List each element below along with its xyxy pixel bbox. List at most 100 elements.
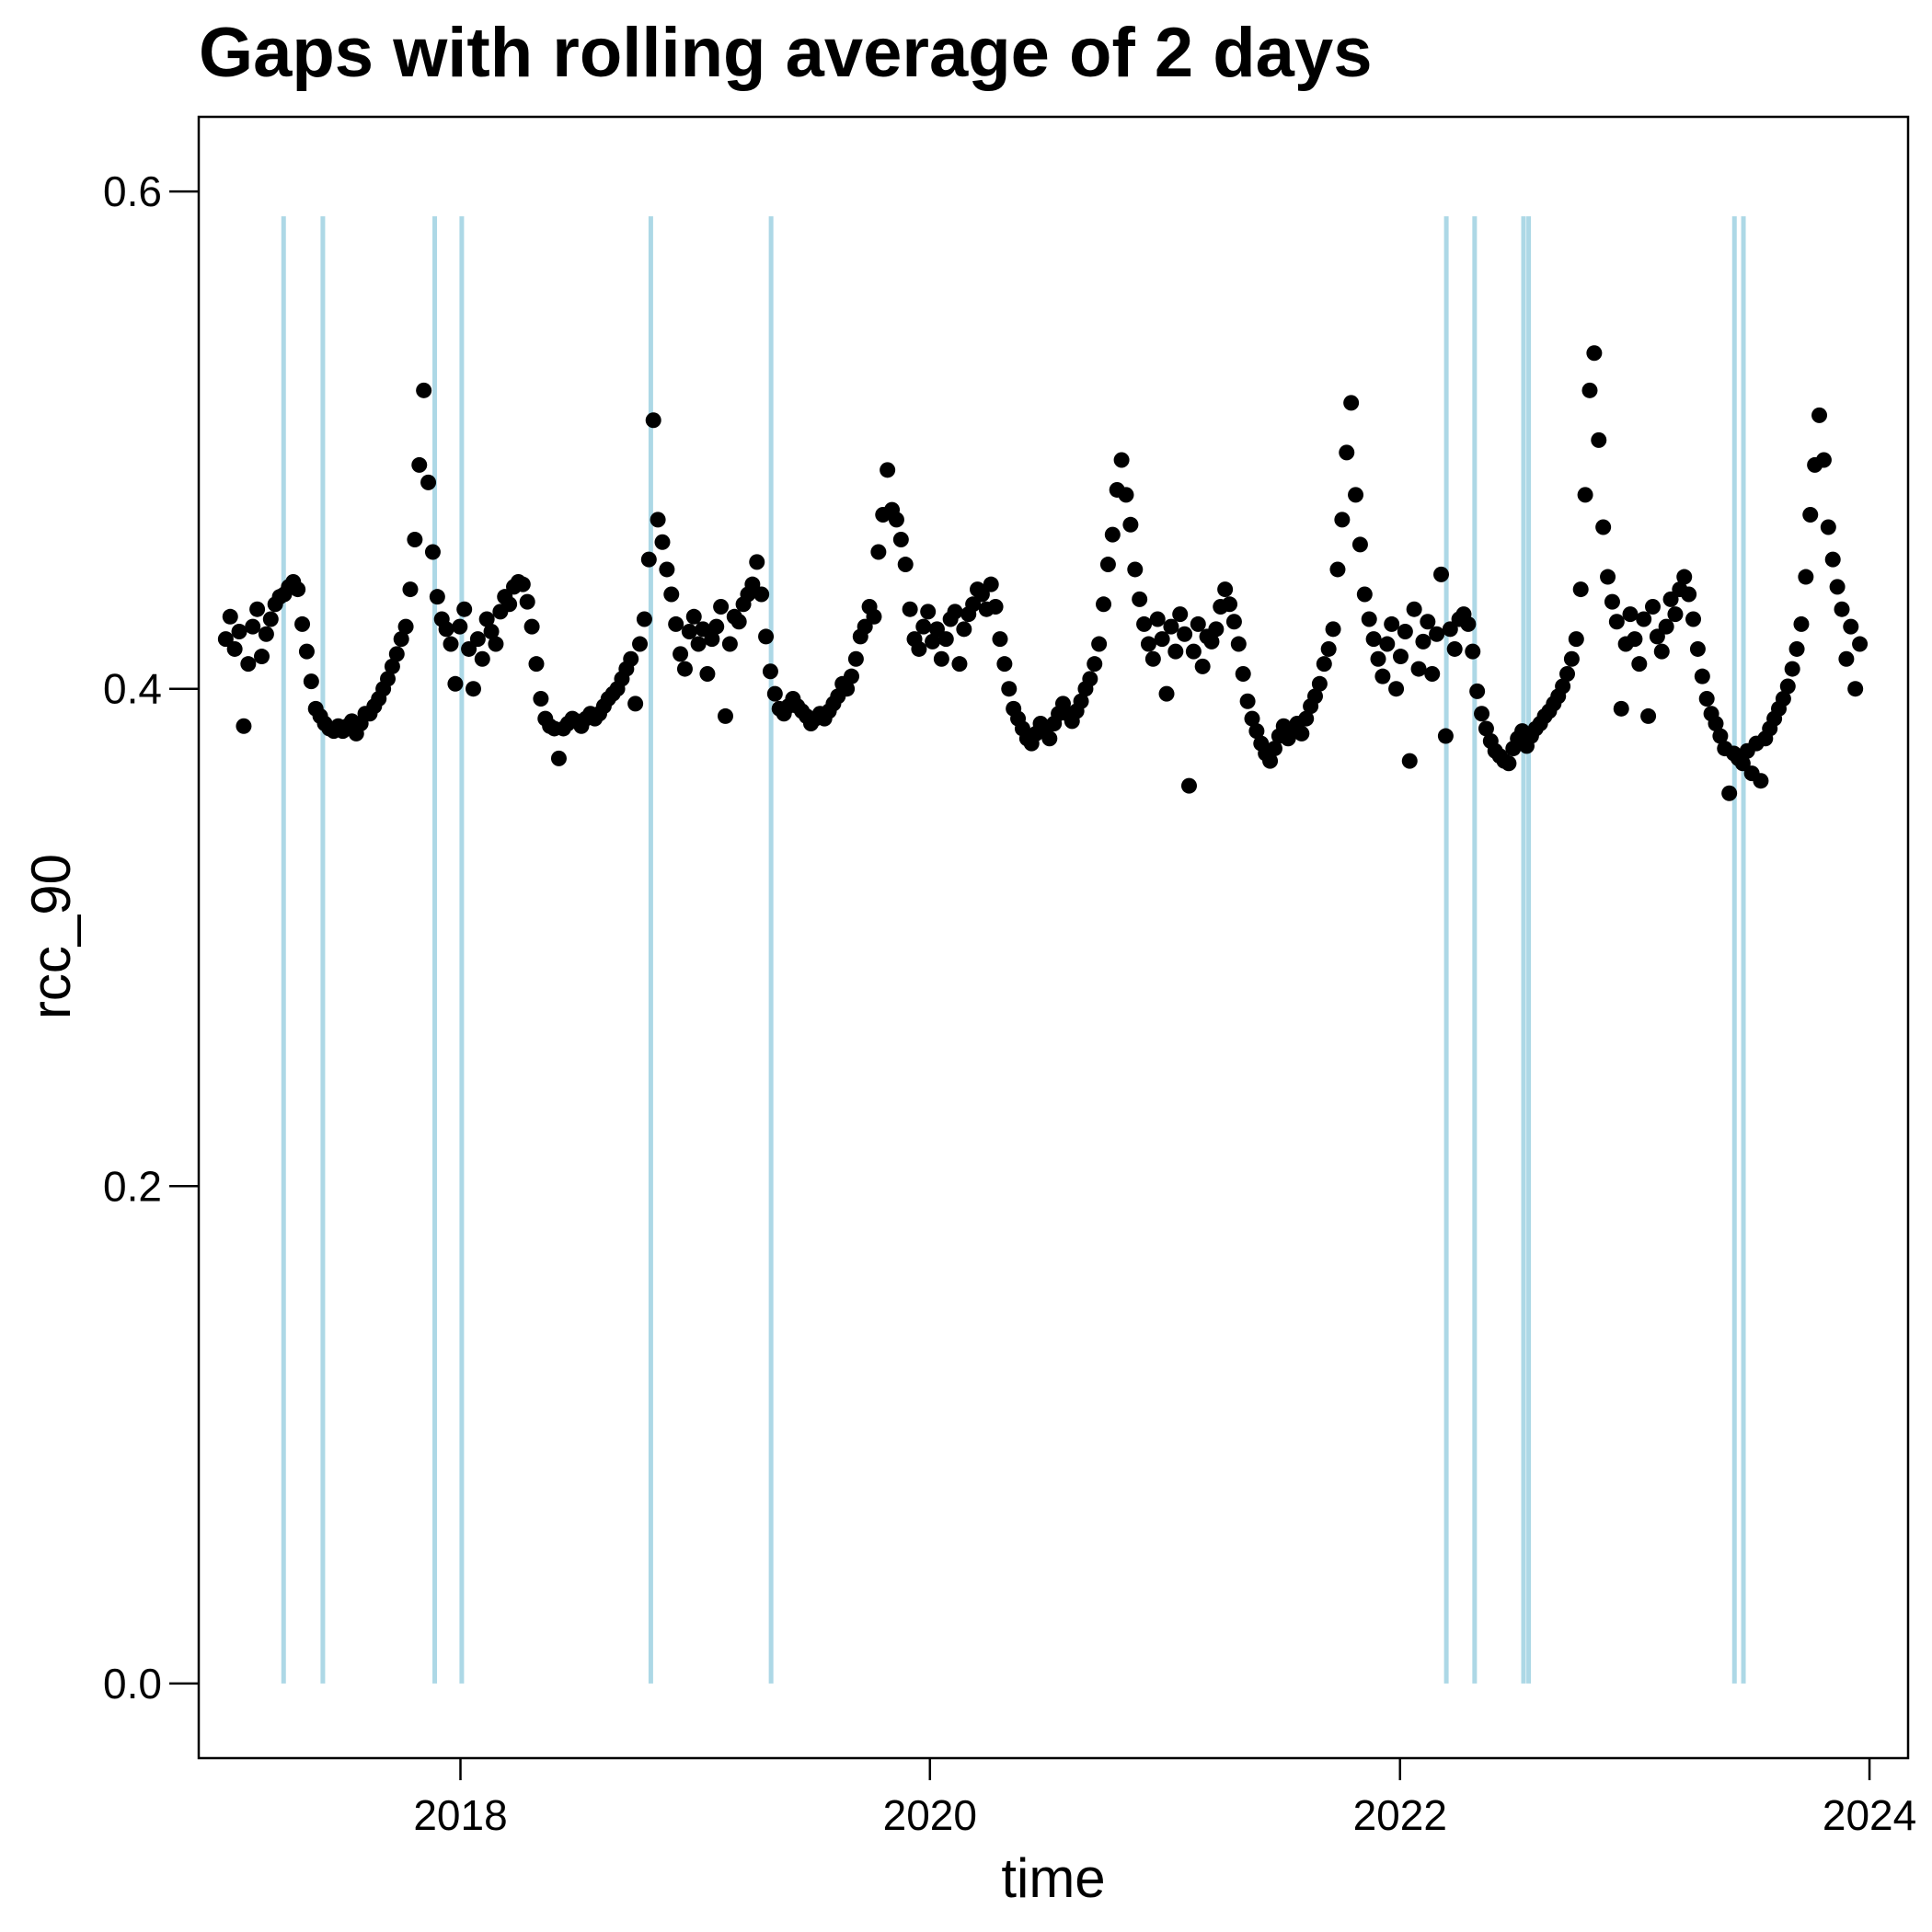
data-point <box>762 663 778 680</box>
data-point <box>1374 668 1391 684</box>
data-point <box>1501 755 1517 772</box>
data-point <box>1446 640 1463 657</box>
data-point <box>947 604 963 620</box>
data-point <box>880 462 896 478</box>
x-tick-label: 2022 <box>1353 1791 1447 1839</box>
data-point <box>758 628 775 645</box>
data-point <box>1689 640 1706 657</box>
data-point <box>1586 345 1603 362</box>
chart-title: Gaps with rolling average of 2 days <box>199 14 1373 92</box>
data-point <box>465 681 481 697</box>
data-point <box>452 618 468 635</box>
data-point <box>956 621 972 638</box>
data-point <box>1577 487 1593 503</box>
data-point <box>1852 636 1869 652</box>
data-point <box>1676 569 1693 585</box>
data-point <box>1829 579 1846 595</box>
data-point <box>1167 643 1184 660</box>
y-tick-label: 0.4 <box>103 665 162 713</box>
data-point <box>1753 773 1769 789</box>
x-axis-title: time <box>1001 1847 1105 1909</box>
data-point <box>1351 536 1368 553</box>
data-point <box>1798 569 1814 585</box>
data-point <box>1474 706 1490 722</box>
data-point <box>1339 444 1355 461</box>
data-point <box>1406 601 1422 617</box>
data-point <box>294 615 311 632</box>
data-point <box>1779 678 1796 695</box>
data-point <box>704 631 720 648</box>
data-point <box>1838 650 1855 667</box>
data-point <box>1721 785 1738 801</box>
data-point <box>1442 621 1458 638</box>
data-point <box>1320 640 1337 657</box>
data-point <box>258 626 274 642</box>
data-point <box>1658 618 1674 635</box>
data-point <box>1329 561 1346 578</box>
data-point <box>744 576 761 592</box>
data-point <box>384 658 400 674</box>
data-point <box>1203 633 1220 650</box>
data-point <box>933 650 949 667</box>
data-point <box>721 636 738 652</box>
data-point <box>1325 621 1341 638</box>
data-point <box>1356 586 1373 603</box>
data-point <box>1433 566 1450 582</box>
data-point <box>478 611 495 627</box>
data-point <box>1631 656 1648 673</box>
data-point <box>1230 636 1247 652</box>
data-point <box>1096 596 1112 613</box>
data-point <box>1775 691 1791 707</box>
data-point <box>717 707 733 724</box>
data-point <box>920 604 937 620</box>
data-point <box>231 624 247 640</box>
data-point <box>550 750 567 766</box>
data-point <box>1384 615 1400 632</box>
data-point <box>1636 611 1652 627</box>
data-point <box>1144 650 1161 667</box>
data-point <box>1185 643 1202 660</box>
data-point <box>1099 557 1116 573</box>
data-point <box>1194 658 1211 674</box>
data-point <box>1811 407 1828 423</box>
data-point <box>1420 614 1436 630</box>
data-point <box>681 624 697 640</box>
data-point <box>1698 691 1715 707</box>
data-point <box>1136 615 1153 632</box>
data-point <box>992 631 1008 648</box>
data-point <box>262 611 279 627</box>
data-point <box>1073 693 1089 709</box>
data-point <box>749 554 765 570</box>
data-point <box>236 718 252 734</box>
data-point <box>659 561 675 578</box>
data-point <box>844 668 860 684</box>
data-point <box>996 656 1013 673</box>
data-point <box>766 685 783 702</box>
data-point <box>1311 675 1328 692</box>
axes: 2018 2020 2022 2024 0.0 0.2 0.4 0.6 <box>103 167 1916 1839</box>
gap-lines <box>281 216 1746 1684</box>
data-point <box>380 671 397 687</box>
data-point <box>1361 611 1377 627</box>
data-point <box>937 631 954 648</box>
data-point <box>1122 516 1139 533</box>
data-point <box>1365 631 1382 648</box>
data-point <box>1847 681 1864 697</box>
data-point <box>650 512 666 528</box>
y-tick-label: 0.6 <box>103 167 162 215</box>
data-point <box>690 636 707 652</box>
data-point <box>1239 693 1256 709</box>
data-point <box>1180 777 1197 794</box>
data-point <box>249 601 266 617</box>
data-point <box>1437 728 1454 744</box>
data-point <box>1091 636 1108 652</box>
data-point <box>1469 683 1486 699</box>
data-point <box>663 586 680 603</box>
data-point <box>1788 640 1805 657</box>
data-point <box>1190 615 1206 632</box>
data-point <box>632 636 649 652</box>
data-point <box>1307 688 1324 705</box>
data-point <box>393 631 409 648</box>
data-point <box>1415 633 1432 650</box>
data-point <box>1653 643 1670 660</box>
